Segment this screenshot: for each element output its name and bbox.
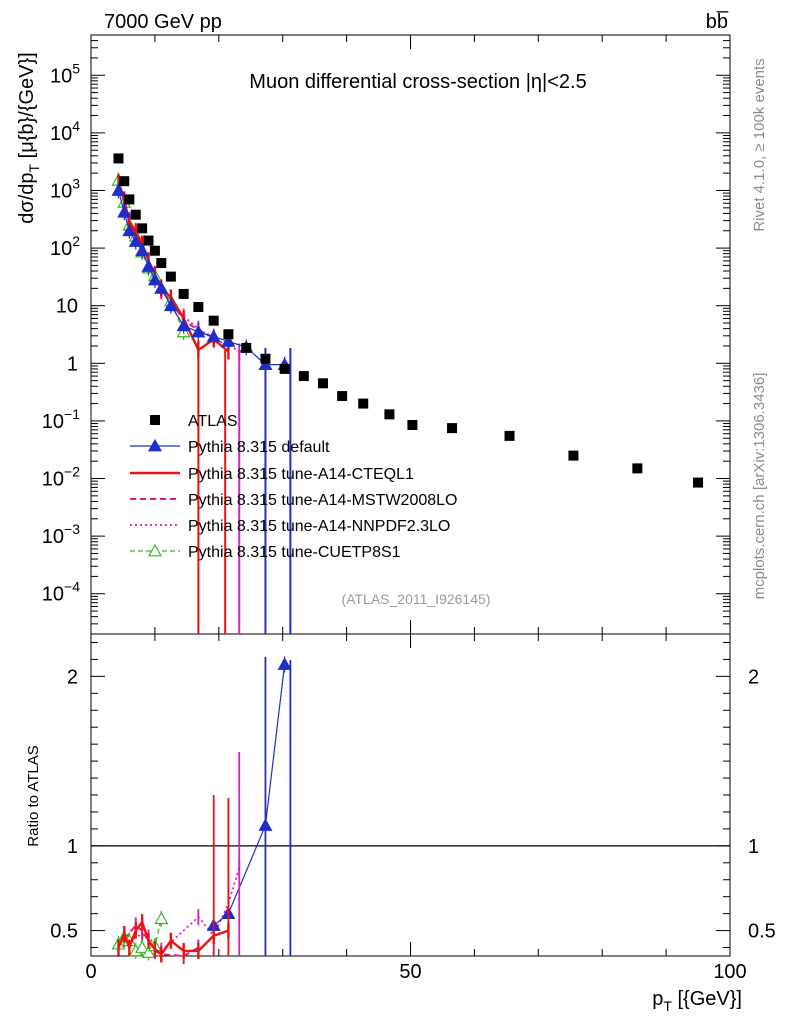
y-tick-label: 10−2 [42, 464, 80, 491]
axes: 0 50 100 10−4 10−3 10−2 10−1 1 10 102 103 104 105 0.5… [42, 34, 776, 983]
main-point [154, 281, 169, 294]
atlas-point [407, 419, 418, 430]
legend-label: Pythia 8.315 tune-A14-MSTW2008LO [188, 492, 457, 509]
main-point [122, 223, 137, 237]
atlas-point [337, 391, 348, 402]
y-tick-label: 103 [50, 175, 80, 202]
atlas-point [298, 371, 309, 382]
atlas-point [568, 450, 579, 461]
main-point [141, 259, 156, 272]
atlas-point [279, 363, 290, 374]
legend-label: Pythia 8.315 default [188, 439, 330, 456]
ratio-y-tick-label: 0.5 [50, 921, 78, 943]
ratio-y-tick-label: 1 [67, 836, 78, 858]
legend-marker-atlas [150, 415, 160, 425]
main-series-marks [111, 153, 704, 634]
atlas-point [130, 209, 141, 220]
y-tick-label: 104 [50, 118, 80, 145]
x-tick-label: 100 [713, 961, 746, 983]
legend-marker [147, 438, 163, 452]
y-tick-label: 1 [67, 353, 78, 375]
main-point [191, 324, 206, 338]
legend-marker [147, 543, 163, 557]
atlas-point [124, 194, 135, 205]
legend-label: Pythia 8.315 tune-CUETP8S1 [188, 544, 401, 561]
y-tick-label: 10 [56, 296, 78, 318]
ratio-point [135, 940, 150, 953]
y-tick-label: 10−3 [42, 521, 80, 548]
atlas-point [165, 271, 176, 282]
y-tick-label: 102 [50, 233, 80, 260]
ratio-y-tick-label-right: 1 [748, 836, 759, 858]
ratio-y-axis-label: Ratio to ATLAS [25, 745, 42, 846]
ratio-y-tick-label-right: 0.5 [748, 921, 776, 943]
ratio-plot-frame [90, 633, 731, 957]
ratio-point [154, 911, 169, 925]
atlas-point [208, 315, 219, 326]
atlas-point [156, 258, 167, 269]
legend: ATLAS Pythia 8.315 default Pythia 8.315 tu… [130, 413, 457, 561]
main-point [128, 234, 143, 247]
ratio-y-tick-label-right: 2 [748, 666, 759, 688]
legend-label: Pythia 8.315 tune-A14-CTEQL1 [188, 466, 414, 483]
analysis-label: (ATLAS_2011_I926145) [342, 591, 491, 607]
atlas-point [113, 153, 124, 164]
ratio-series-line [128, 867, 241, 953]
atlas-point [504, 430, 515, 441]
atlas-point [137, 223, 148, 234]
atlas-point [260, 353, 271, 364]
energy-label: 7000 GeV pp [104, 11, 222, 33]
atlas-point [119, 176, 130, 187]
ratio-point [277, 657, 292, 670]
main-point [221, 334, 236, 347]
atlas-point [178, 288, 189, 299]
main-point [147, 272, 162, 286]
atlas-point [384, 409, 395, 420]
atlas-point [143, 235, 154, 246]
y-tick-label: 10−4 [42, 579, 80, 606]
x-tick-label: 0 [85, 961, 96, 983]
atlas-point [241, 342, 252, 353]
atlas-point [632, 463, 643, 474]
ratio-series-line [213, 664, 286, 926]
ratio-series-marks [111, 656, 292, 964]
legend-label: Pythia 8.315 tune-A14-NNPDF2.3LO [188, 518, 450, 535]
rivet-label: Rivet 4.1.0, ≥ 100k events [751, 58, 768, 231]
x-axis-label: pT [{GeV}] [652, 988, 742, 1014]
legend-label: ATLAS [188, 413, 238, 430]
main-series-line [117, 190, 285, 366]
main-point [163, 298, 178, 312]
main-point [206, 329, 221, 343]
y-tick-label: 10−1 [42, 406, 80, 433]
main-point [117, 204, 132, 218]
y-tick-label: 105 [50, 60, 80, 87]
atlas-point [358, 398, 369, 409]
ratio-y-tick-label: 2 [67, 666, 78, 688]
ratio-point [141, 945, 156, 959]
source-label: mcplots.cern.ch [arXiv:1306.3436] [751, 373, 768, 600]
main-series-line [117, 181, 230, 353]
y-axis-label: dσ/dpT [μ{b}/{GeV}] [16, 52, 42, 223]
x-tick-label: 50 [399, 961, 421, 983]
atlas-point [149, 245, 160, 256]
atlas-point [193, 301, 204, 312]
atlas-point [447, 423, 458, 434]
main-point [111, 183, 126, 196]
atlas-point [693, 477, 704, 488]
chart-title: Muon differential cross-section |η|<2.5 [249, 71, 586, 93]
main-point [135, 243, 150, 257]
atlas-point [223, 329, 234, 340]
main-series-line [117, 182, 240, 353]
main-point [176, 318, 191, 332]
process-label: bb̅ [706, 10, 729, 33]
atlas-point [317, 378, 328, 389]
